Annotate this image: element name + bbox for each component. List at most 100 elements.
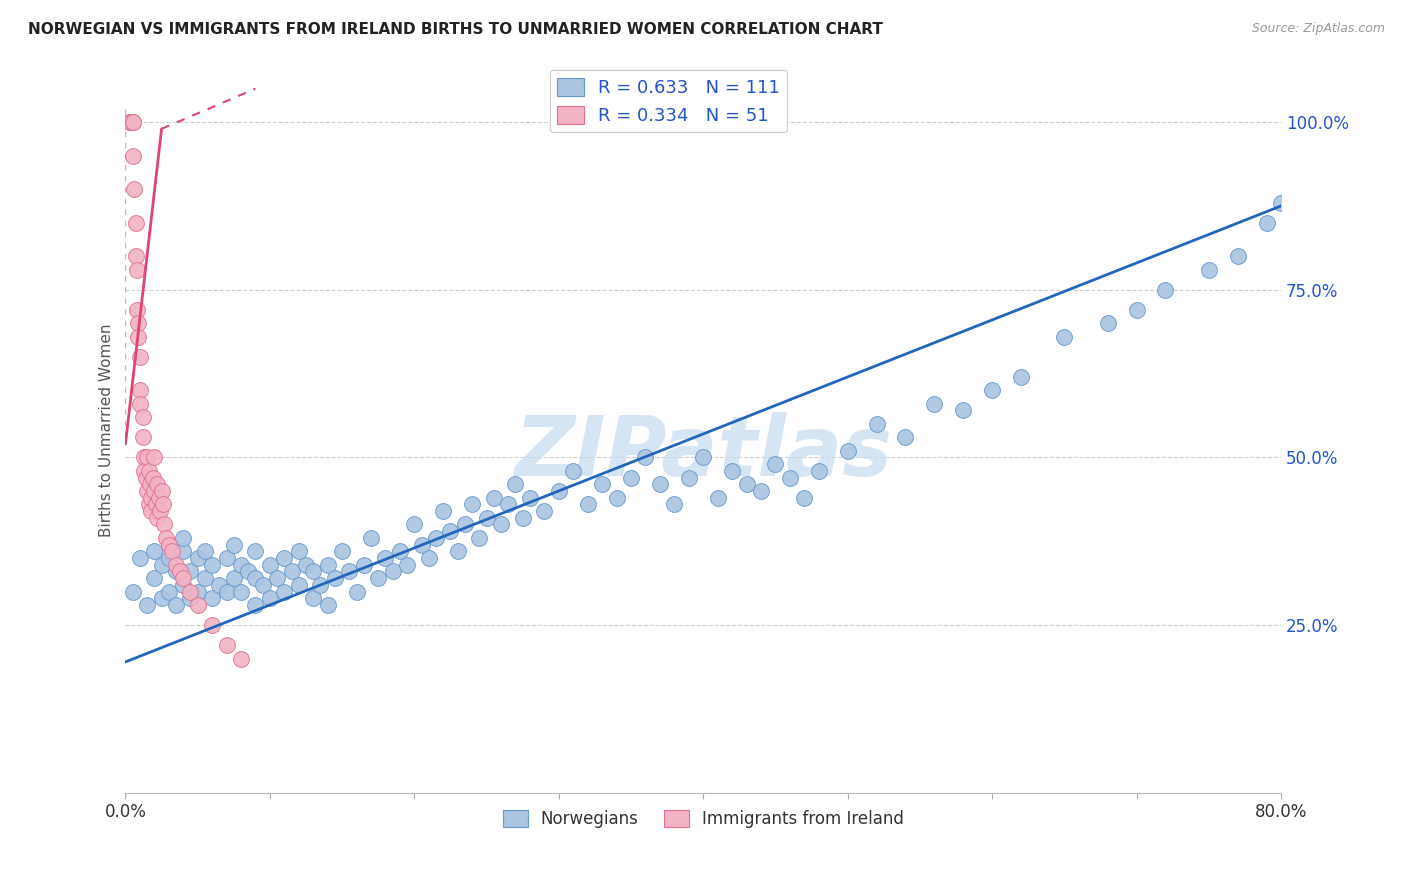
Point xyxy=(252,578,274,592)
Point xyxy=(124,216,146,230)
Point xyxy=(172,544,194,558)
Point xyxy=(547,483,569,498)
Point xyxy=(157,551,180,566)
Point xyxy=(124,249,146,263)
Point xyxy=(222,538,245,552)
Point xyxy=(129,551,152,566)
Point xyxy=(418,551,440,566)
Point xyxy=(425,531,447,545)
Point xyxy=(475,510,498,524)
Point xyxy=(165,558,187,572)
Point xyxy=(316,598,339,612)
Point xyxy=(146,510,169,524)
Point xyxy=(222,571,245,585)
Point xyxy=(288,544,311,558)
Point xyxy=(337,565,360,579)
Point xyxy=(404,517,426,532)
Point xyxy=(576,497,599,511)
Point xyxy=(229,651,252,665)
Point xyxy=(533,504,555,518)
Point xyxy=(127,316,149,330)
Point xyxy=(765,457,787,471)
Point xyxy=(664,497,686,511)
Point xyxy=(396,558,419,572)
Point xyxy=(295,558,318,572)
Point xyxy=(172,578,194,592)
Point xyxy=(749,483,772,498)
Text: NORWEGIAN VS IMMIGRANTS FROM IRELAND BIRTHS TO UNMARRIED WOMEN CORRELATION CHART: NORWEGIAN VS IMMIGRANTS FROM IRELAND BIR… xyxy=(28,22,883,37)
Point xyxy=(153,517,176,532)
Point xyxy=(152,497,174,511)
Y-axis label: Births to Unmarried Women: Births to Unmarried Women xyxy=(100,324,114,537)
Point xyxy=(302,565,325,579)
Point xyxy=(952,403,974,417)
Point xyxy=(692,450,714,465)
Point xyxy=(259,558,281,572)
Point xyxy=(432,504,454,518)
Point xyxy=(143,544,166,558)
Point xyxy=(562,464,585,478)
Point xyxy=(143,571,166,585)
Point xyxy=(346,584,368,599)
Point xyxy=(139,477,162,491)
Point xyxy=(127,329,149,343)
Point xyxy=(150,558,173,572)
Point xyxy=(141,504,163,518)
Point xyxy=(1256,216,1278,230)
Point xyxy=(208,578,231,592)
Point xyxy=(519,491,541,505)
Point xyxy=(678,470,700,484)
Point xyxy=(121,115,143,129)
Point xyxy=(606,491,628,505)
Point xyxy=(439,524,461,538)
Point xyxy=(179,584,201,599)
Point xyxy=(215,551,238,566)
Point xyxy=(229,558,252,572)
Point xyxy=(146,477,169,491)
Point xyxy=(367,571,389,585)
Point xyxy=(360,531,382,545)
Point xyxy=(1125,302,1147,317)
Point xyxy=(148,491,170,505)
Point xyxy=(793,491,815,505)
Point xyxy=(266,571,288,585)
Point xyxy=(118,115,141,129)
Point xyxy=(187,551,209,566)
Point xyxy=(149,504,172,518)
Point xyxy=(353,558,375,572)
Point xyxy=(179,591,201,606)
Point xyxy=(135,470,157,484)
Point xyxy=(482,491,505,505)
Point xyxy=(323,571,346,585)
Point xyxy=(157,538,180,552)
Point xyxy=(141,491,163,505)
Point xyxy=(330,544,353,558)
Text: ZIPatlas: ZIPatlas xyxy=(515,412,893,492)
Point xyxy=(374,551,396,566)
Point xyxy=(134,450,156,465)
Point xyxy=(129,384,152,398)
Point xyxy=(1154,283,1177,297)
Point xyxy=(721,464,744,478)
Point xyxy=(309,578,332,592)
Point xyxy=(273,551,295,566)
Point xyxy=(145,497,167,511)
Point xyxy=(142,470,165,484)
Point xyxy=(201,618,224,632)
Point xyxy=(122,182,145,196)
Point xyxy=(454,517,477,532)
Point xyxy=(150,591,173,606)
Point xyxy=(187,584,209,599)
Point xyxy=(245,544,267,558)
Point xyxy=(591,477,613,491)
Point xyxy=(187,598,209,612)
Point xyxy=(201,558,224,572)
Point xyxy=(157,584,180,599)
Point xyxy=(132,410,155,425)
Point xyxy=(894,430,917,444)
Point xyxy=(121,115,143,129)
Point xyxy=(620,470,643,484)
Point xyxy=(447,544,470,558)
Point xyxy=(129,397,152,411)
Point xyxy=(1010,370,1032,384)
